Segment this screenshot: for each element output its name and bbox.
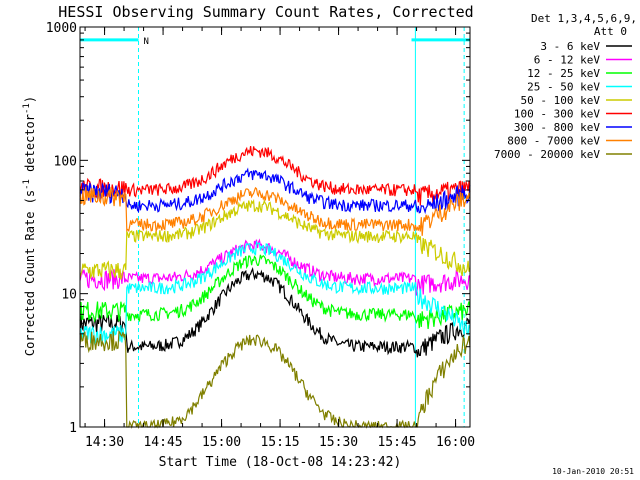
y-tick-label: 10 (61, 288, 77, 303)
legend-label: 300 - 800 keV (514, 121, 600, 134)
series-line (79, 186, 471, 236)
series-line (79, 267, 471, 358)
legend-label: 12 - 25 keV (527, 67, 600, 80)
legend-label: 3 - 6 keV (540, 40, 600, 53)
plot-frame (79, 26, 471, 428)
y-axis-label: Corrected Count Rate (s-1 detector-1) (22, 96, 37, 356)
x-tick-label: 14:30 (85, 435, 124, 450)
night-flag-label: N (144, 37, 149, 47)
y-tick-label: 1 (69, 421, 77, 436)
series-line (79, 329, 471, 430)
series-line (79, 167, 471, 215)
x-tick-label: 16:00 (436, 435, 475, 450)
footer-timestamp: 10-Jan-2010 20:51 (552, 467, 634, 476)
y-axis-label-mid: detector (23, 114, 37, 179)
legend-label: 6 - 12 keV (534, 54, 601, 67)
series-line (79, 198, 471, 280)
x-axis-label: Start Time (18-Oct-08 14:23:42) (159, 455, 402, 470)
y-tick-label: 1000 (46, 21, 77, 36)
y-axis-label-sup2: -1 (22, 103, 32, 114)
legend-label: 25 - 50 keV (527, 81, 600, 94)
legend-label: 7000 - 20000 keV (494, 148, 600, 161)
x-axis: 14:30 14:45 15:00 15:15 15:30 15:45 16:00 (84, 27, 475, 450)
legend-label: 100 - 300 keV (514, 108, 600, 121)
chart-title: HESSI Observing Summary Count Rates, Cor… (58, 3, 473, 21)
legend-label: 50 - 100 keV (521, 94, 601, 107)
plot-data: N (79, 27, 471, 430)
y-axis-label-end: ) (23, 96, 37, 103)
legend-label: 800 - 7000 keV (507, 135, 600, 148)
series-line (79, 254, 471, 330)
x-tick-label: 15:15 (260, 435, 299, 450)
x-tick-label: 14:45 (143, 435, 182, 450)
y-axis: 1 10 100 1000 (46, 21, 470, 436)
x-tick-label: 15:00 (202, 435, 241, 450)
series-line (79, 240, 471, 345)
y-tick-label: 100 (54, 154, 77, 169)
legend-header-2: Att 0 (594, 25, 627, 38)
series-line (79, 146, 471, 206)
x-tick-label: 15:45 (377, 435, 416, 450)
x-tick-label: 15:30 (319, 435, 358, 450)
y-axis-label-sup1: -1 (22, 179, 32, 190)
legend-header-1: Det 1,3,4,5,6,9, (531, 12, 637, 25)
y-axis-label-main: Corrected Count Rate (s (23, 190, 37, 356)
